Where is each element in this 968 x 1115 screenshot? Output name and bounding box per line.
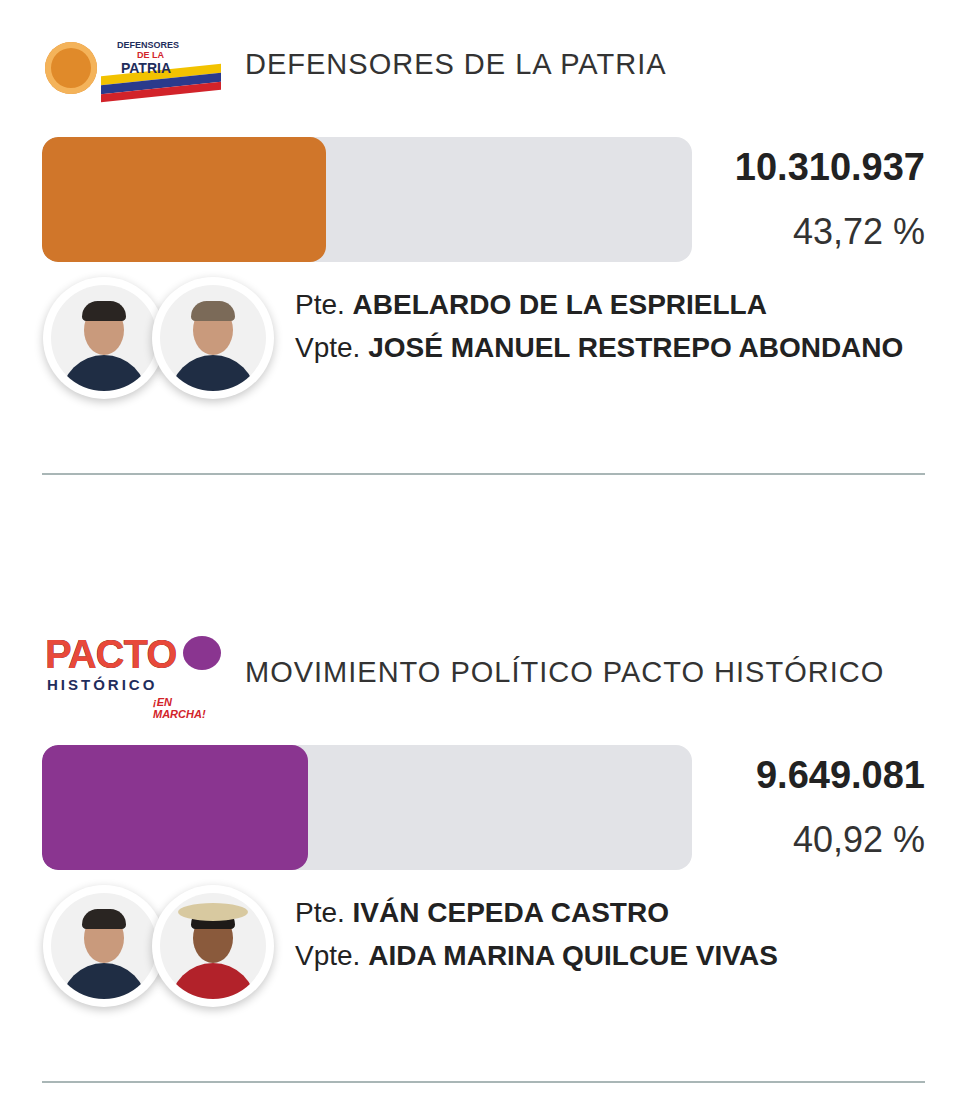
photo-background: [51, 893, 157, 999]
party-logo: PACTOHISTÓRICO ¡EN MARCHA!: [45, 632, 225, 722]
photo-background: [160, 893, 266, 999]
candidate-photo: [152, 277, 274, 399]
logo-text: HISTÓRICO: [47, 676, 157, 693]
president-name: ABELARDO DE LA ESPRIELLA: [353, 289, 767, 320]
bar-track: [42, 137, 692, 262]
vote-count: 10.310.937: [735, 146, 925, 189]
vice-line: Vpte. JOSÉ MANUEL RESTREPO ABONDANO: [295, 326, 925, 369]
person-hair: [82, 301, 126, 321]
photo-background: [160, 285, 266, 391]
party-name: MOVIMIENTO POLÍTICO PACTO HISTÓRICO: [245, 656, 884, 689]
candidate-names: Pte. IVÁN CEPEDA CASTROVpte. AIDA MARINA…: [295, 891, 925, 977]
vice-name: AIDA MARINA QUILCUE VIVAS: [368, 940, 778, 971]
president-label: Pte.: [295, 897, 345, 928]
person-hat: [178, 903, 248, 921]
bar: [42, 137, 326, 262]
photo-background: [51, 285, 157, 391]
vice-label: Vpte.: [295, 332, 360, 363]
data-label: 40,92 %: [793, 819, 925, 861]
candidate-photo: [43, 885, 165, 1007]
party-name: DEFENSORES DE LA PATRIA: [245, 48, 667, 81]
logo-text: PATRIA: [121, 60, 171, 76]
person-hair: [191, 301, 235, 321]
vice-name: JOSÉ MANUEL RESTREPO ABONDANO: [368, 332, 903, 363]
candidate-photo: [152, 885, 274, 1007]
president-line: Pte. ABELARDO DE LA ESPRIELLA: [295, 283, 925, 326]
president-label: Pte.: [295, 289, 345, 320]
vice-label: Vpte.: [295, 940, 360, 971]
logo-text: DE LA: [137, 50, 164, 60]
person-body: [170, 355, 256, 391]
person-body: [61, 355, 147, 391]
president-line: Pte. IVÁN CEPEDA CASTRO: [295, 891, 925, 934]
candidate-names: Pte. ABELARDO DE LA ESPRIELLAVpte. JOSÉ …: [295, 283, 925, 369]
data-label: 43,72 %: [793, 211, 925, 253]
logo-text: DEFENSORES: [117, 40, 179, 50]
person-body: [170, 963, 256, 999]
person-body: [61, 963, 147, 999]
logo-text: ¡EN MARCHA!: [153, 696, 225, 720]
vice-line: Vpte. AIDA MARINA QUILCUE VIVAS: [295, 934, 925, 977]
separator: [42, 1081, 925, 1083]
vote-count: 9.649.081: [756, 754, 925, 797]
bar-track: [42, 745, 692, 870]
separator: [42, 473, 925, 475]
logo-dove: [183, 636, 221, 670]
logo-text: PACTO: [45, 632, 176, 677]
person-hair: [82, 909, 126, 929]
bar: [42, 745, 308, 870]
candidate-photo: [43, 277, 165, 399]
logo-tiger: [45, 42, 97, 94]
president-name: IVÁN CEPEDA CASTRO: [353, 897, 669, 928]
party-logo: DEFENSORESDE LAPATRIA: [45, 40, 225, 96]
